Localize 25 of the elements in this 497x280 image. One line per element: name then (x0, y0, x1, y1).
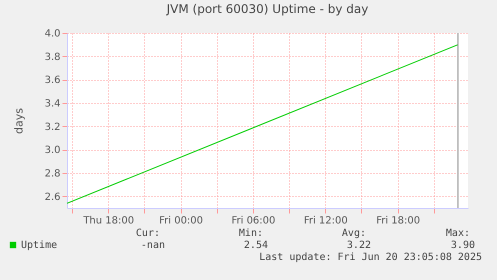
y-tick-label: 3.4 (44, 98, 60, 110)
text: Min: (238, 228, 263, 239)
text: 2.54 (244, 240, 268, 251)
chart-title: JVM (port 60030) Uptime - by day (166, 2, 368, 16)
text: Avg: (342, 228, 366, 239)
y-tick-label: 4.0 (44, 28, 60, 40)
y-tick-label: 3.8 (44, 52, 60, 63)
x-tick-label: Fri 12:00 (304, 216, 348, 226)
legend-label: Uptime (21, 240, 58, 251)
text: 3.22 (346, 240, 371, 251)
text: Last update: Fri Jun 20 23:05:08 2025 (259, 252, 482, 263)
text: -nan (140, 240, 165, 251)
y-tick-label: 2.6 (44, 192, 60, 203)
y-tick-label: 3.0 (44, 145, 60, 156)
text: Max: (446, 228, 470, 239)
y-axis-title: days (12, 108, 26, 134)
x-tick-label: Fri 18:00 (376, 216, 420, 226)
x-tick-label: Fri 00:00 (159, 216, 204, 226)
x-tick-label: Fri 06:00 (231, 216, 276, 226)
y-tick-label: 3.2 (44, 122, 60, 133)
y-tick-label: 2.8 (44, 168, 60, 180)
x-tick-label: Thu 18:00 (82, 216, 134, 226)
text: Cur: (136, 228, 160, 239)
text: 3.90 (450, 240, 475, 251)
y-tick-label: 3.6 (44, 75, 60, 86)
